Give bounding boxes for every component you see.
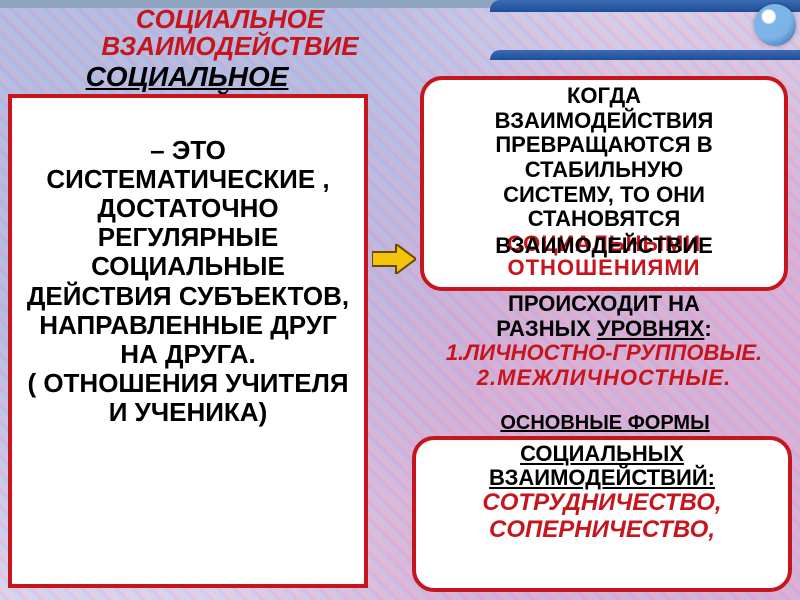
- header-bar-top: [490, 0, 800, 12]
- definition-box: – ЭТО СИСТЕМАТИЧЕСКИЕ , ДОСТАТОЧНО РЕГУЛ…: [8, 94, 368, 588]
- forms-l2: ВЗАИМОДЕЙСТВИЙ:: [489, 465, 715, 490]
- forms-box: СОЦИАЛЬНЫХ ВЗАИМОДЕЙСТВИЙ: СОТРУДНИЧЕСТВ…: [412, 436, 792, 592]
- forms-l1: СОЦИАЛЬНЫХ: [520, 441, 684, 466]
- forms-header-overlap: ОСНОВНЫЕ ФОРМЫ: [420, 412, 790, 434]
- slide: СОЦИАЛЬНОЕ ВЗАИМОДЕЙСТВИЕ СОЦИАЛЬНОЕ ВЗА…: [0, 0, 800, 600]
- lv-l2a: РАЗНЫХ: [496, 316, 597, 341]
- rt-l2: ВЗАИМОДЕЙСТВИЯ: [495, 108, 714, 133]
- lv-l2c: :: [704, 316, 711, 341]
- rt-l4: СТАБИЛЬНУЮ: [525, 157, 683, 182]
- lv-l2b: УРОВНЯХ: [597, 316, 704, 341]
- definition-example: ( ОТНОШЕНИЯ УЧИТЕЛЯ И УЧЕНИКА): [18, 369, 358, 427]
- rt-l3: ПРЕВРАЩАЮТСЯ В: [495, 132, 712, 157]
- lv-2: 2.МЕЖЛИЧНОСТНЫЕ.: [477, 365, 731, 390]
- forms-r2: СОПЕРНИЧЕСТВО,: [489, 516, 715, 543]
- rt-l5: СИСТЕМУ, ТО ОНИ: [503, 182, 705, 207]
- rt-l6: СТАНОВЯТСЯ: [528, 206, 681, 231]
- forms-h1: ОСНОВНЫЕ ФОРМЫ: [500, 412, 709, 434]
- lv-1: 1.ЛИЧНОСТНО-ГРУППОВЫЕ.: [446, 340, 762, 365]
- left-head-l1: СОЦИАЛЬНОЕ: [86, 61, 289, 92]
- levels-block: ПРОИСХОДИТ НА РАЗНЫХ УРОВНЯХ: 1.ЛИЧНОСТН…: [420, 262, 788, 391]
- definition-body: – ЭТО СИСТЕМАТИЧЕСКИЕ , ДОСТАТОЧНО РЕГУЛ…: [18, 136, 358, 369]
- logo-icon: [754, 4, 796, 46]
- relations-box: КОГДА ВЗАИМОДЕЙСТВИЯ ПРЕВРАЩАЮТСЯ В СТАБ…: [420, 76, 788, 291]
- header-bar-second: [490, 50, 800, 60]
- title-line1: СОЦИАЛЬНОЕ: [136, 4, 324, 34]
- rt-overlap: ВЗАИМОДЕЙСТВИЕ: [430, 234, 778, 259]
- slide-title: СОЦИАЛЬНОЕ ВЗАИМОДЕЙСТВИЕ: [50, 6, 410, 61]
- rt-l1: КОГДА: [567, 83, 641, 108]
- arrow-icon: [372, 244, 416, 274]
- title-line2: ВЗАИМОДЕЙСТВИЕ: [101, 31, 358, 61]
- lv-l1: ПРОИСХОДИТ НА: [508, 291, 700, 316]
- forms-r1: СОТРУДНИЧЕСТВО,: [482, 489, 721, 516]
